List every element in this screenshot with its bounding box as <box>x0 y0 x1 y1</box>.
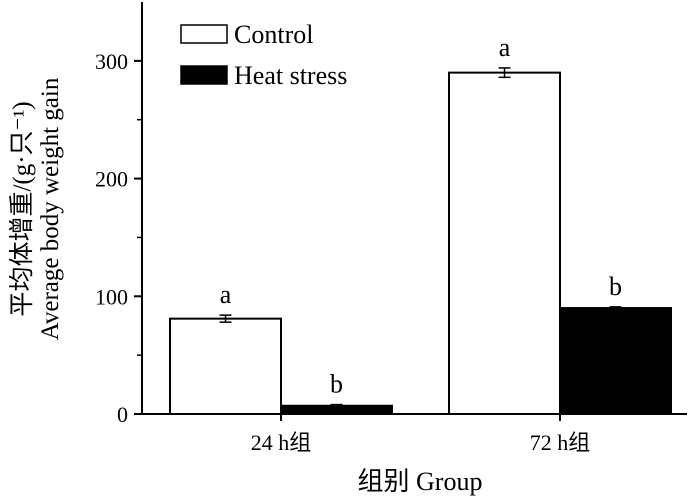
legend-swatch-control <box>180 24 228 44</box>
x-ticks: 24 h组 72 h组 <box>251 414 591 455</box>
x-axis-title: 组别 Group <box>358 467 483 496</box>
y-tick-label-200: 200 <box>95 167 128 192</box>
y-axis-title: 平均体增重/(g·只⁻¹) Average body weight gain <box>8 77 64 340</box>
x-tick-label-2: 72 h组 <box>530 430 591 455</box>
significance-label-2-2: b <box>609 272 622 301</box>
significance-label-1-1: a <box>220 280 232 309</box>
bars-layer <box>169 71 672 416</box>
y-tick-label-300: 300 <box>95 49 128 74</box>
error-bars-layer <box>219 67 622 408</box>
legend-label-control: Control <box>234 20 313 49</box>
bar-heat-stress-2 <box>559 307 672 415</box>
bar-control-2 <box>448 71 561 415</box>
legend: Control Heat stress <box>180 20 347 90</box>
bar-control-1 <box>169 317 282 415</box>
legend-swatch-heat-stress <box>180 65 228 85</box>
significance-labels-layer: a b a b <box>220 33 622 399</box>
significance-label-1-2: a <box>499 33 511 62</box>
significance-label-2-1: b <box>330 370 343 399</box>
y-axis-title-line-2: Average body weight gain <box>37 77 64 340</box>
y-ticks: 0 100 200 300 <box>95 49 142 427</box>
legend-label-heat-stress: Heat stress <box>234 61 347 90</box>
y-axis-title-line-1: 平均体增重/(g·只⁻¹) <box>8 101 36 316</box>
x-tick-label-1: 24 h组 <box>251 430 312 455</box>
y-tick-label-100: 100 <box>95 284 128 309</box>
y-tick-label-0: 0 <box>117 402 128 427</box>
